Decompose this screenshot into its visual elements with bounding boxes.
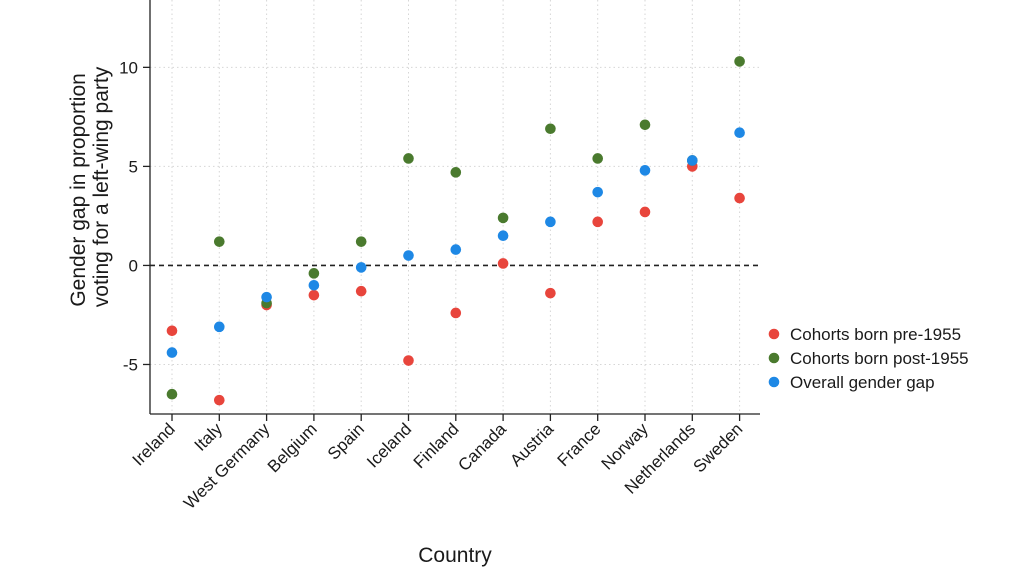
point-overall-gender-gap <box>687 155 698 166</box>
x-axis-title: Country <box>418 544 492 567</box>
x-tick-label: France <box>554 419 605 470</box>
point-cohorts-born-post-1955 <box>214 236 225 247</box>
point-cohorts-born-post-1955 <box>403 153 414 164</box>
x-tick-label: Spain <box>324 419 368 463</box>
point-cohorts-born-post-1955 <box>308 268 320 279</box>
point-cohorts-born-post-1955 <box>592 153 603 164</box>
point-cohorts-born-post-1955 <box>734 56 745 67</box>
x-tick-label: Austria <box>506 419 557 470</box>
x-tick-label: Iceland <box>363 419 415 471</box>
point-cohorts-born-post-1955 <box>497 212 509 224</box>
point-overall-gender-gap <box>403 250 414 261</box>
point-overall-gender-gap <box>450 244 462 255</box>
legend-label: Cohorts born post-1955 <box>790 349 969 368</box>
x-tick-label: Sweden <box>690 419 747 476</box>
point-overall-gender-gap <box>545 216 556 228</box>
y-tick-label: 5 <box>129 157 138 176</box>
point-overall-gender-gap <box>734 127 745 139</box>
legend-label: Overall gender gap <box>790 373 935 392</box>
point-cohorts-born-pre-1955 <box>308 289 320 301</box>
y-tick-label: 0 <box>129 256 138 275</box>
y-ticks: -5 0 5 10 <box>119 58 150 374</box>
point-cohorts-born-pre-1955 <box>639 206 651 218</box>
point-cohorts-born-pre-1955 <box>497 258 509 269</box>
legend-label: Cohorts born pre-1955 <box>790 325 961 344</box>
legend-marker <box>768 352 780 364</box>
data-points <box>166 56 745 406</box>
point-cohorts-born-pre-1955 <box>592 216 603 228</box>
x-tick-label: Ireland <box>129 419 179 469</box>
point-overall-gender-gap <box>497 230 509 242</box>
point-overall-gender-gap <box>592 186 603 198</box>
y-tick-label: -5 <box>123 355 138 374</box>
legend-marker <box>768 328 780 340</box>
point-cohorts-born-post-1955 <box>355 236 367 247</box>
y-axis-title-line-1: Gender gap in proportion <box>67 73 90 307</box>
point-cohorts-born-pre-1955 <box>403 355 414 366</box>
point-overall-gender-gap <box>355 262 367 273</box>
x-tick-label: Belgium <box>264 419 321 476</box>
y-tick-label: 10 <box>119 58 138 77</box>
point-cohorts-born-post-1955 <box>545 123 556 135</box>
y-axis-title: Gender gap in proportion voting for a le… <box>67 66 113 307</box>
point-overall-gender-gap <box>308 279 320 291</box>
point-overall-gender-gap <box>166 347 178 358</box>
legend-marker <box>768 376 780 388</box>
point-cohorts-born-post-1955 <box>639 119 651 131</box>
x-tick-label: Finland <box>410 419 463 472</box>
x-tick-label: Canada <box>454 419 510 475</box>
point-cohorts-born-pre-1955 <box>450 307 462 319</box>
legend: Cohorts born pre-1955 Cohorts born post-1… <box>768 325 969 392</box>
point-cohorts-born-post-1955 <box>166 388 178 400</box>
y-axis-title-line-2: voting for a left-wing party <box>90 66 113 307</box>
point-overall-gender-gap <box>639 165 651 176</box>
point-cohorts-born-pre-1955 <box>214 394 225 406</box>
point-overall-gender-gap <box>261 291 272 303</box>
point-cohorts-born-post-1955 <box>450 167 462 178</box>
x-tick-label: West Germany <box>180 419 274 513</box>
point-cohorts-born-pre-1955 <box>355 285 367 297</box>
point-overall-gender-gap <box>214 321 225 333</box>
point-cohorts-born-pre-1955 <box>734 192 745 204</box>
point-cohorts-born-pre-1955 <box>545 287 556 299</box>
x-tick-label: Italy <box>191 419 227 455</box>
grid <box>150 0 760 414</box>
point-cohorts-born-pre-1955 <box>166 325 178 337</box>
